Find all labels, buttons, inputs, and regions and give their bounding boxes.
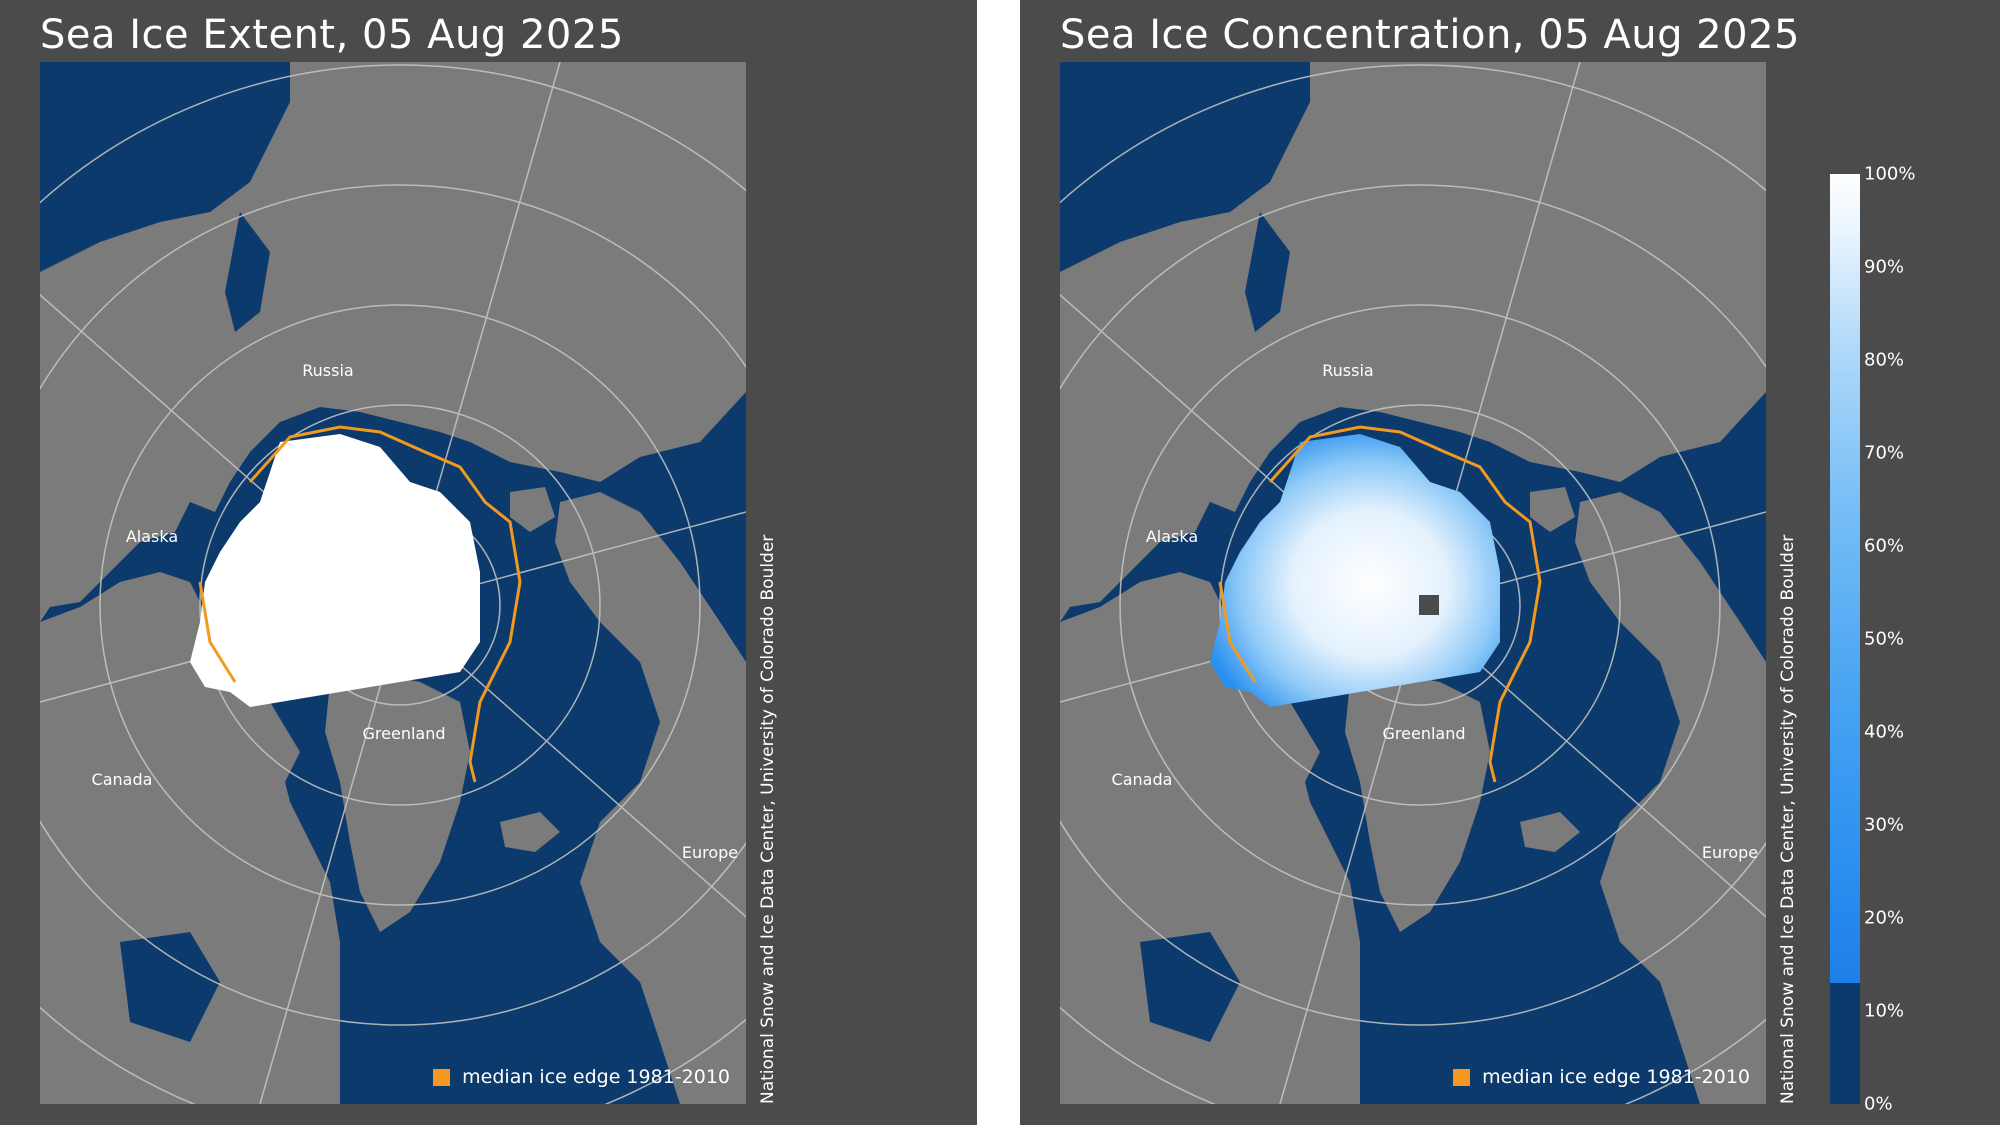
extent-title: Sea Ice Extent, 05 Aug 2025 (40, 12, 624, 58)
median-edge-swatch (433, 1068, 451, 1086)
median-ice-edge (198, 425, 522, 783)
colorbar-tick: 80% (1864, 349, 1905, 371)
concentration-map: Russia Alaska Canada Greenland Europe me… (1060, 62, 1766, 1104)
extent-legend: median ice edge 1981-2010 (433, 1066, 730, 1088)
concentration-credit: National Snow and Ice Data Center, Unive… (1778, 534, 1798, 1104)
label-greenland: Greenland (363, 724, 446, 743)
colorbar-tick: 0% (1864, 1093, 1893, 1115)
land-archipelago (230, 682, 300, 782)
median-ice-edge (1218, 425, 1542, 783)
colorbar-tick: 50% (1864, 628, 1905, 650)
land-greenland (1345, 672, 1490, 932)
land-hudson-bay (120, 932, 220, 1042)
extent-map: Russia Alaska Canada Greenland Europe me… (40, 62, 746, 1104)
label-canada: Canada (1112, 770, 1173, 789)
concentration-colorbar (1830, 174, 1860, 1104)
extent-map-graphic: Russia Alaska Canada Greenland Europe (40, 62, 746, 1104)
label-greenland: Greenland (1383, 724, 1466, 743)
label-alaska: Alaska (126, 527, 178, 546)
land-greenland (325, 672, 470, 932)
land-archipelago (1250, 682, 1320, 782)
colorbar-tick: 90% (1864, 256, 1905, 278)
land-kamchatka (225, 212, 270, 332)
extent-panel: Sea Ice Extent, 05 Aug 2025 (0, 0, 977, 1125)
sea-ice-concentration (1210, 434, 1500, 707)
pole-hole (1419, 595, 1439, 615)
graticule-50 (1060, 184, 1766, 1026)
land-russia (1060, 62, 1766, 622)
land-alaska-canada (40, 572, 340, 1104)
concentration-legend-label: median ice edge 1981-2010 (1482, 1066, 1750, 1088)
concentration-title: Sea Ice Concentration, 05 Aug 2025 (1060, 12, 1800, 58)
label-europe: Europe (1702, 843, 1758, 862)
colorbar-tick: 40% (1864, 721, 1905, 743)
graticule-40 (40, 64, 746, 1104)
land-alaska-canada (1060, 572, 1360, 1104)
graticule-60 (99, 304, 701, 906)
land-russia (40, 62, 746, 622)
median-edge-swatch (1453, 1068, 1471, 1086)
land-svalbard (510, 487, 555, 532)
extent-credit: National Snow and Ice Data Center, Unive… (758, 534, 778, 1104)
label-europe: Europe (682, 843, 738, 862)
land-hudson-bay (1140, 932, 1240, 1042)
colorbar-tick: 70% (1864, 442, 1905, 464)
colorbar-tick: 60% (1864, 535, 1905, 557)
label-russia: Russia (1322, 361, 1373, 380)
land-svalbard (1530, 487, 1575, 532)
sea-ice-extent (190, 434, 480, 707)
concentration-legend: median ice edge 1981-2010 (1453, 1066, 1750, 1088)
land-iceland (500, 812, 560, 852)
label-russia: Russia (302, 361, 353, 380)
land-kamchatka (1245, 212, 1290, 332)
graticule-70 (199, 404, 601, 806)
extent-legend-label: median ice edge 1981-2010 (462, 1066, 730, 1088)
graticule-70 (1219, 404, 1621, 806)
graticule-60 (1119, 304, 1721, 906)
colorbar-tick: 30% (1864, 814, 1905, 836)
land-iceland (1520, 812, 1580, 852)
land-europe (1575, 492, 1766, 1104)
concentration-map-graphic: Russia Alaska Canada Greenland Europe (1060, 62, 1766, 1104)
graticule-50 (40, 184, 746, 1026)
label-alaska: Alaska (1146, 527, 1198, 546)
land-europe (555, 492, 746, 1104)
graticule-40 (1060, 64, 1766, 1104)
colorbar-tick: 20% (1864, 907, 1905, 929)
colorbar-tick: 100% (1864, 163, 1916, 185)
colorbar-tick: 10% (1864, 1000, 1905, 1022)
label-canada: Canada (92, 770, 153, 789)
